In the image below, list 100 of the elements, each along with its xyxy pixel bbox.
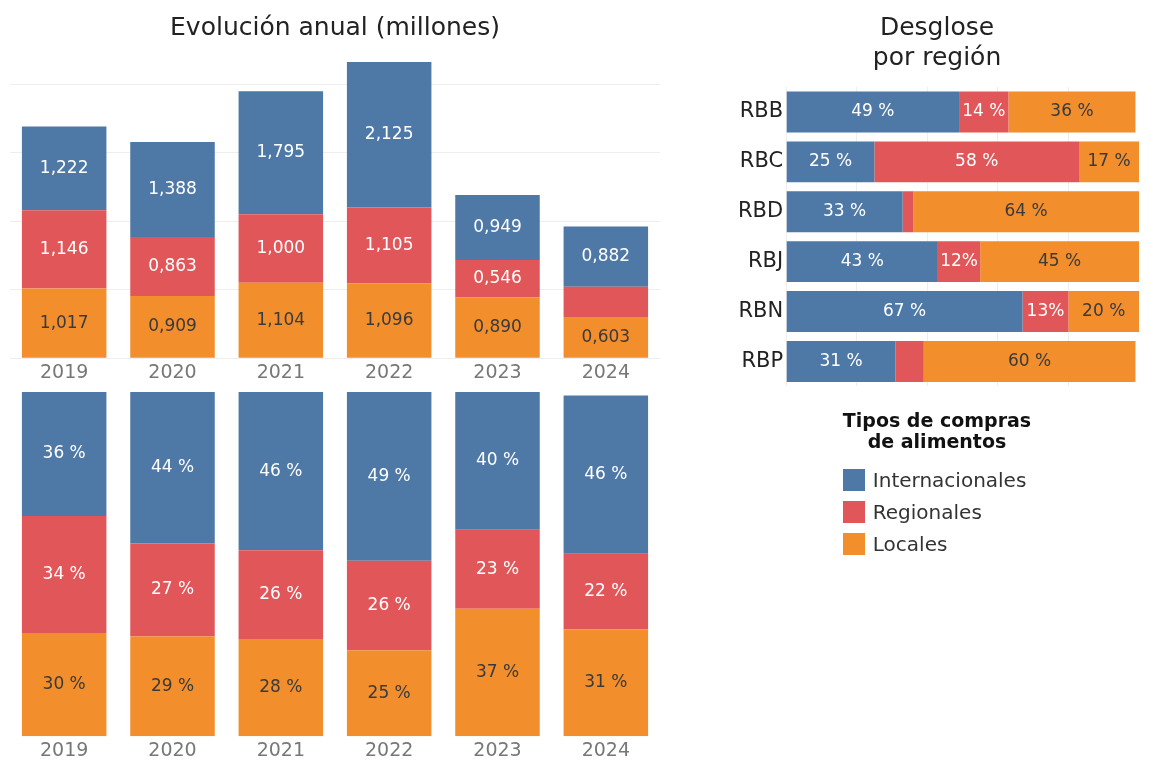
bar: [346, 283, 432, 358]
data-label: 20 %: [1082, 299, 1126, 320]
bar: [238, 91, 324, 215]
bar: [895, 340, 924, 382]
data-label: 43 %: [840, 250, 884, 271]
bar: [21, 632, 107, 737]
data-label: 27 %: [150, 578, 195, 599]
data-label: 31 %: [584, 671, 628, 692]
x-tick-label: 2023: [473, 737, 522, 760]
data-label: 0,949: [473, 215, 522, 236]
bar: [1008, 91, 1136, 133]
data-label: 13%: [1026, 299, 1065, 320]
data-label: 1,105: [364, 233, 414, 254]
bar: [980, 241, 1139, 283]
x-tick-label: 2020: [148, 359, 197, 382]
data-label: 64 %: [1004, 200, 1048, 221]
x-tick-label: 2019: [39, 737, 89, 760]
data-label: 40 %: [475, 449, 520, 470]
x-tick-label: 2022: [364, 359, 414, 382]
y-tick-label: RBC: [739, 148, 784, 173]
data-label: 1,000: [256, 236, 306, 257]
bar: [563, 553, 649, 630]
bar: [21, 515, 107, 633]
data-label: 30 %: [42, 672, 86, 693]
data-label: 33 %: [823, 200, 867, 221]
bar: [563, 316, 649, 358]
bar: [130, 392, 215, 544]
bar: [21, 392, 107, 516]
data-label: 1,017: [39, 311, 89, 332]
data-label: 34 %: [42, 562, 86, 583]
bar: [238, 282, 324, 358]
bar: [563, 286, 649, 317]
y-tick-label: RBD: [738, 198, 784, 223]
data-label: 26 %: [367, 593, 411, 614]
data-label: 26 %: [259, 583, 303, 604]
chart-title: Evolución anual (millones): [170, 11, 500, 41]
data-label: 22 %: [584, 580, 628, 601]
bar: [786, 141, 875, 183]
bar: [21, 210, 107, 289]
data-label: 45 %: [1038, 250, 1082, 271]
bar: [563, 629, 649, 737]
bar: [923, 340, 1136, 382]
data-label: 28 %: [259, 676, 303, 697]
bar: [238, 639, 324, 737]
legend-label: Locales: [872, 531, 948, 556]
bar: [786, 291, 1023, 333]
bar: [455, 297, 540, 358]
bar: [130, 295, 215, 358]
bar: [455, 194, 540, 260]
data-label: 0,882: [581, 245, 631, 266]
data-label: 58 %: [955, 150, 999, 171]
data-label: 0,909: [148, 315, 197, 336]
bar: [455, 608, 540, 737]
data-label: 46 %: [584, 463, 628, 484]
legend-label: Internacionales: [872, 467, 1027, 492]
data-label: 1,795: [256, 141, 306, 162]
bar: [346, 392, 432, 561]
bar: [346, 650, 432, 737]
x-tick-label: 2024: [581, 737, 631, 760]
y-tick-label: RBB: [739, 98, 784, 123]
bar: [1068, 291, 1139, 333]
bar: [786, 241, 938, 283]
data-label: 17 %: [1087, 150, 1131, 171]
y-tick-label: RBJ: [747, 248, 784, 273]
data-label: 23 %: [475, 557, 520, 578]
x-tick-label: 2023: [473, 359, 522, 382]
y-tick-label: RBN: [738, 298, 784, 322]
bar: [130, 636, 215, 737]
data-label: 49 %: [367, 464, 411, 485]
bar: [346, 62, 432, 208]
data-label: 1,146: [39, 237, 89, 258]
data-label: 31 %: [819, 349, 863, 370]
legend-title: Tipos de compras de alimentos: [842, 409, 1032, 452]
bar: [130, 543, 215, 637]
bar: [563, 226, 649, 287]
x-tick-label: 2021: [256, 359, 306, 382]
bar: [1079, 141, 1139, 183]
data-label: 29 %: [150, 674, 195, 695]
bar: [902, 191, 914, 233]
x-tick-label: 2024: [581, 359, 631, 382]
data-label: 44 %: [150, 456, 195, 477]
bar: [563, 395, 649, 554]
bar: [455, 392, 540, 530]
bar: [786, 191, 903, 233]
data-label: 2,125: [364, 123, 414, 144]
bar: [874, 141, 1080, 183]
bar: [455, 259, 540, 298]
y-tick-label: RBP: [741, 347, 784, 372]
data-label: 1,388: [148, 177, 197, 198]
bar: [346, 560, 432, 651]
bar: [786, 340, 896, 382]
data-label: 25 %: [367, 681, 411, 702]
bar: [238, 392, 324, 551]
chart-title: Desglose por región: [872, 11, 1002, 71]
bar: [130, 236, 215, 296]
data-label: 67 %: [883, 299, 927, 320]
x-tick-label: 2021: [256, 737, 306, 760]
legend-label: Regionales: [872, 499, 982, 524]
bar: [238, 214, 324, 283]
bar: [913, 191, 1139, 233]
